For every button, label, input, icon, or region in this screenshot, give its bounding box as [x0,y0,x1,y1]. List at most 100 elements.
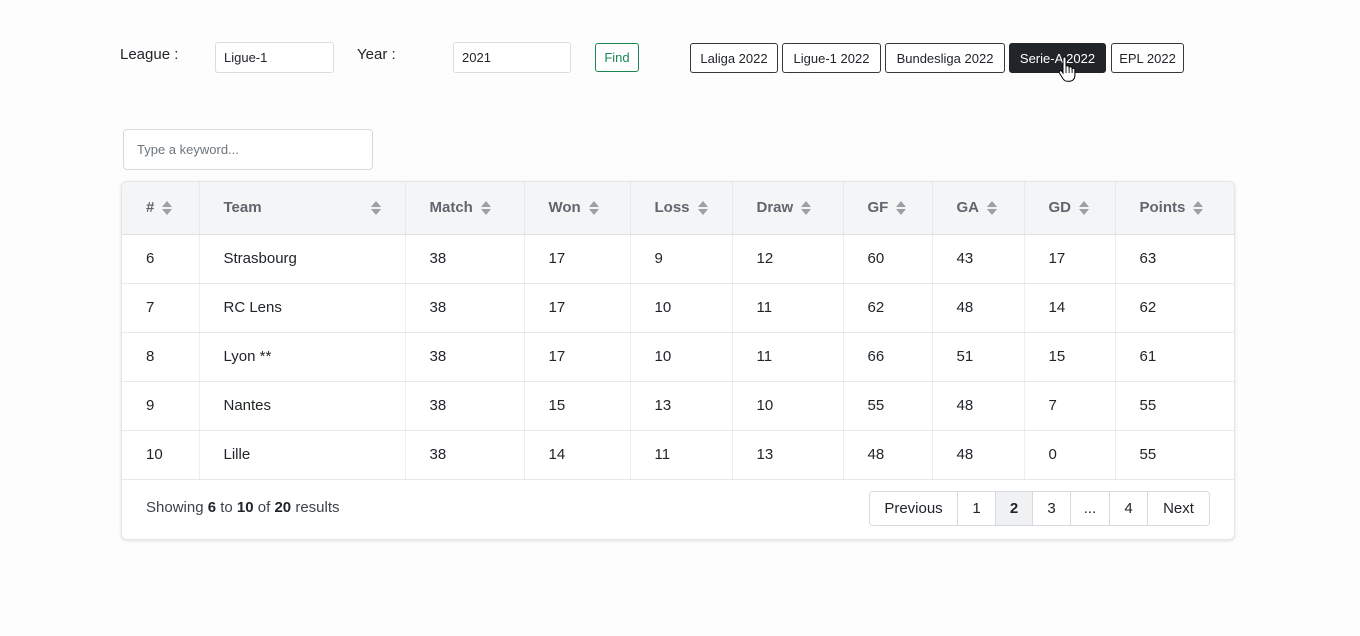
column-header-label: GD [1048,199,1072,217]
sort-icon [896,200,907,215]
cell-gf: 66 [843,332,933,382]
cell-team: Lille [199,430,406,480]
cell-rank: 6 [122,234,200,284]
column-header-won[interactable]: Won [524,182,631,235]
cell-draw: 11 [732,332,844,382]
cell-loss: 10 [630,283,733,333]
summary-total: 20 [274,499,292,516]
summary-from: 6 [207,499,217,516]
table-row: 6 Strasbourg 38 17 9 12 60 43 17 63 [122,234,1234,284]
cell-match: 38 [405,381,525,431]
hand-pointer-cursor-icon [1058,56,1076,82]
cell-points: 63 [1115,234,1234,284]
sort-icon [588,200,599,215]
cell-match: 38 [405,332,525,382]
summary-prefix: Showing [146,499,204,516]
preset-laliga-2022-button[interactable]: Laliga 2022 [690,43,778,73]
cell-team: Lyon ** [199,332,406,382]
cell-won: 17 [524,332,631,382]
cell-rank: 9 [122,381,200,431]
preset-epl-2022-button[interactable]: EPL 2022 [1111,43,1184,73]
sort-icon [1193,200,1204,215]
cell-match: 38 [405,283,525,333]
preset-ligue1-2022-button[interactable]: Ligue-1 2022 [782,43,881,73]
cell-gd: 0 [1024,430,1116,480]
cell-draw: 11 [732,283,844,333]
sort-icon [697,200,708,215]
column-header-ga[interactable]: GA [932,182,1025,235]
summary-to: 10 [236,499,254,516]
cell-points: 55 [1115,381,1234,431]
column-header-label: GA [956,199,980,217]
column-header-label: Draw [756,199,794,217]
table-footer: Showing 6 to 10 of 20 results Previous 1… [122,479,1234,539]
cell-gd: 15 [1024,332,1116,382]
cell-points: 55 [1115,430,1234,480]
table-row: 8 Lyon ** 38 17 10 11 66 51 15 61 [122,332,1234,382]
year-input[interactable] [453,42,571,73]
column-header-draw[interactable]: Draw [732,182,844,235]
cell-gf: 55 [843,381,933,431]
sort-icon [1079,200,1089,215]
column-header-rank[interactable]: # [122,182,200,235]
column-header-loss[interactable]: Loss [630,182,733,235]
cell-team: Nantes [199,381,406,431]
sort-icon [480,200,491,215]
cell-draw: 12 [732,234,844,284]
page-button-1[interactable]: 1 [958,492,996,525]
column-header-match[interactable]: Match [405,182,525,235]
cell-rank: 7 [122,283,200,333]
next-page-button[interactable]: Next [1148,492,1209,525]
cell-won: 14 [524,430,631,480]
column-header-label: Won [548,199,581,217]
page-button-4[interactable]: 4 [1110,492,1148,525]
cell-loss: 11 [630,430,733,480]
summary-suffix: results [295,499,340,516]
sort-icon [987,200,997,215]
sort-icon [162,200,173,215]
column-header-label: GF [867,199,889,217]
page-button-2-current[interactable]: 2 [996,492,1033,525]
league-input[interactable] [215,42,334,73]
preset-seriea-2022-button[interactable]: Serie-A 2022 [1009,43,1106,73]
cell-loss: 10 [630,332,733,382]
column-header-points[interactable]: Points [1115,182,1234,235]
cell-draw: 13 [732,430,844,480]
pagination: Previous 1 2 3 ... 4 Next [869,491,1210,526]
cell-loss: 9 [630,234,733,284]
standings-table: # Team Match Won Loss Draw GF GA GD Poin… [122,182,1234,480]
cell-gf: 60 [843,234,933,284]
summary-to-word: to [220,499,233,516]
column-header-gd[interactable]: GD [1024,182,1116,235]
column-header-label: Team [223,199,262,217]
cell-match: 38 [405,430,525,480]
table-row: 7 RC Lens 38 17 10 11 62 48 14 62 [122,283,1234,333]
column-header-label: Match [429,199,473,217]
league-label: League : [120,46,179,63]
table-header-row: # Team Match Won Loss Draw GF GA GD Poin… [122,182,1234,235]
cell-gd: 14 [1024,283,1116,333]
keyword-search-input[interactable] [123,129,373,170]
cell-won: 15 [524,381,631,431]
page-ellipsis: ... [1071,492,1110,525]
cell-points: 61 [1115,332,1234,382]
cell-won: 17 [524,283,631,333]
summary-of-word: of [257,499,271,516]
column-header-team[interactable]: Team [199,182,406,235]
cell-ga: 48 [932,381,1025,431]
cell-match: 38 [405,234,525,284]
cell-points: 62 [1115,283,1234,333]
cell-won: 17 [524,234,631,284]
preset-bundesliga-2022-button[interactable]: Bundesliga 2022 [885,43,1005,73]
page-button-3[interactable]: 3 [1033,492,1071,525]
cell-loss: 13 [630,381,733,431]
cell-gf: 48 [843,430,933,480]
column-header-gf[interactable]: GF [843,182,933,235]
cell-ga: 48 [932,430,1025,480]
cell-team: Strasbourg [199,234,406,284]
sort-icon [370,201,381,215]
previous-page-button[interactable]: Previous [870,492,958,525]
column-header-label: Points [1139,199,1186,217]
cell-gd: 7 [1024,381,1116,431]
find-button[interactable]: Find [595,43,639,72]
